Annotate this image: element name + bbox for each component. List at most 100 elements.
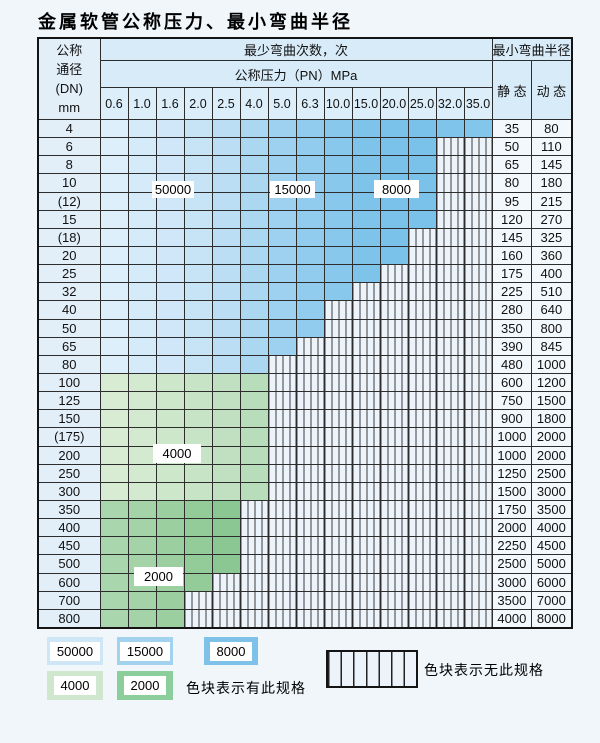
spec-table: 公称 通径 (DN) mm 最少弯曲次数，次 最小弯曲半径 公称压力（PN）MP…: [37, 37, 573, 629]
no-spec-cell: [463, 209, 493, 229]
dn-cell: 600: [37, 572, 101, 592]
static-value-cell: 4000: [491, 608, 533, 629]
no-spec-cell: [407, 264, 437, 284]
spec-cell: [183, 391, 213, 411]
table-row: (175) 1000 2000: [37, 427, 573, 447]
spec-cell: [267, 300, 297, 320]
no-spec-cell: [407, 518, 437, 538]
spec-cell: [183, 209, 213, 229]
spec-cell: [267, 118, 297, 139]
cycles-label-2000: 2000: [134, 567, 183, 586]
no-spec-cell: [351, 336, 381, 356]
spec-cell: [155, 264, 185, 284]
no-spec-cell: [211, 590, 241, 610]
spec-cell: [351, 209, 381, 229]
no-spec-cell: [463, 173, 493, 193]
spec-cell: [323, 264, 353, 284]
no-spec-cell: [407, 445, 437, 465]
spec-cell: [99, 282, 129, 302]
static-value-cell: 390: [491, 336, 533, 356]
no-spec-cell: [463, 282, 493, 302]
spec-cell: [379, 155, 409, 175]
pressure-col-header: 2.5: [211, 87, 241, 120]
spec-cell: [379, 245, 409, 266]
spec-cell: [239, 336, 269, 356]
spec-cell: [127, 264, 157, 284]
dn-cell: 250: [37, 463, 101, 483]
dynamic-value-cell: 325: [531, 227, 573, 247]
dynamic-value-cell: 3500: [531, 499, 573, 520]
dynamic-value-cell: 4500: [531, 536, 573, 556]
static-value-cell: 175: [491, 264, 533, 284]
static-value-cell: 95: [491, 191, 533, 211]
legend-swatch-2000-label: 2000: [123, 676, 167, 695]
spec-cell: [211, 173, 241, 193]
no-spec-cell: [267, 445, 297, 465]
spec-cell: [239, 445, 269, 465]
legend-swatch-50000: 50000: [47, 637, 103, 665]
static-value-cell: 600: [491, 372, 533, 393]
spec-cell: [239, 282, 269, 302]
table-row: 6 50 110: [37, 137, 573, 157]
no-spec-cell: [295, 409, 325, 429]
spec-cell: [267, 318, 297, 338]
spec-cell: [211, 318, 241, 338]
spec-cell: [239, 118, 269, 139]
dynamic-value-cell: 6000: [531, 572, 573, 592]
spec-cell: [295, 118, 325, 139]
spec-cell: [407, 118, 437, 139]
static-value-cell: 1750: [491, 499, 533, 520]
spec-cell: [127, 608, 157, 629]
no-spec-cell: [435, 209, 465, 229]
spec-cell: [211, 336, 241, 356]
spec-cell: [379, 209, 409, 229]
spec-cell: [127, 354, 157, 374]
dn-header-line4: mm: [58, 100, 81, 115]
no-spec-cell: [407, 391, 437, 411]
cycles-label-4000: 4000: [153, 444, 201, 463]
no-spec-cell: [323, 572, 353, 592]
spec-cell: [211, 518, 241, 538]
no-spec-cell: [323, 372, 353, 393]
spec-cell: [211, 409, 241, 429]
spec-cell: [99, 518, 129, 538]
spec-cell: [239, 372, 269, 393]
no-spec-cell: [323, 590, 353, 610]
no-spec-cell: [435, 536, 465, 556]
no-spec-cell: [239, 590, 269, 610]
spec-cell: [239, 354, 269, 374]
spec-cell: [239, 409, 269, 429]
pressure-col-header: 10.0: [323, 87, 353, 120]
no-spec-cell: [323, 518, 353, 538]
spec-cell: [183, 427, 213, 447]
spec-cell: [239, 300, 269, 320]
static-value-cell: 35: [491, 118, 533, 139]
spec-cell: [183, 518, 213, 538]
dynamic-value-cell: 2000: [531, 445, 573, 465]
dynamic-value-cell: 215: [531, 191, 573, 211]
cycles-label-15000: 15000: [270, 181, 315, 198]
table-row: 80 480 1000: [37, 354, 573, 374]
no-spec-cell: [435, 391, 465, 411]
spec-cell: [211, 499, 241, 520]
legend-swatch-15000-label: 15000: [119, 641, 171, 661]
dynamic-value-cell: 800: [531, 318, 573, 338]
spec-cell: [407, 209, 437, 229]
table-row: 150 900 1800: [37, 409, 573, 429]
spec-cell: [211, 354, 241, 374]
no-spec-cell: [463, 354, 493, 374]
no-spec-cell: [183, 590, 213, 610]
no-spec-cell: [379, 354, 409, 374]
no-spec-cell: [323, 608, 353, 629]
no-spec-cell: [379, 409, 409, 429]
spec-cell: [127, 590, 157, 610]
spec-cell: [99, 445, 129, 465]
spec-cell: [127, 318, 157, 338]
no-spec-cell: [295, 354, 325, 374]
spec-cell: [183, 155, 213, 175]
table-row: 300 1500 3000: [37, 481, 573, 501]
no-spec-cell: [463, 155, 493, 175]
spec-cell: [379, 118, 409, 139]
no-spec-cell: [267, 463, 297, 483]
